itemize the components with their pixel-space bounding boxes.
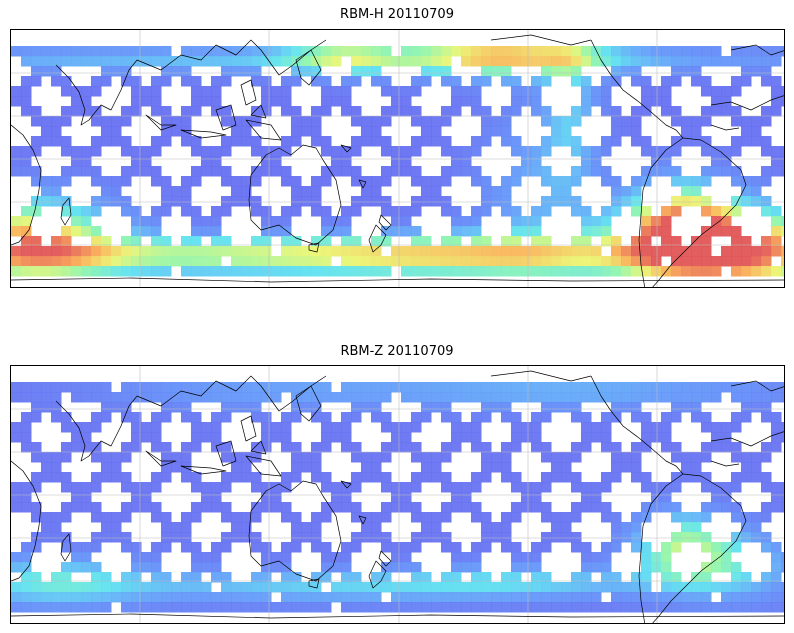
coastlines xyxy=(11,370,784,623)
panel-title-top: RBM-H 20110709 xyxy=(340,7,454,22)
swath-cells xyxy=(11,46,784,277)
map-canvas-bottom xyxy=(11,366,784,623)
coastlines xyxy=(11,34,784,287)
map-canvas-top xyxy=(11,30,784,287)
swath-cells xyxy=(11,382,784,613)
panel-title-bottom: RBM-Z 20110709 xyxy=(340,344,454,359)
map-panel-top xyxy=(10,29,785,288)
map-panel-bottom xyxy=(10,365,785,624)
gridlines xyxy=(11,30,784,287)
gridlines xyxy=(11,366,784,623)
